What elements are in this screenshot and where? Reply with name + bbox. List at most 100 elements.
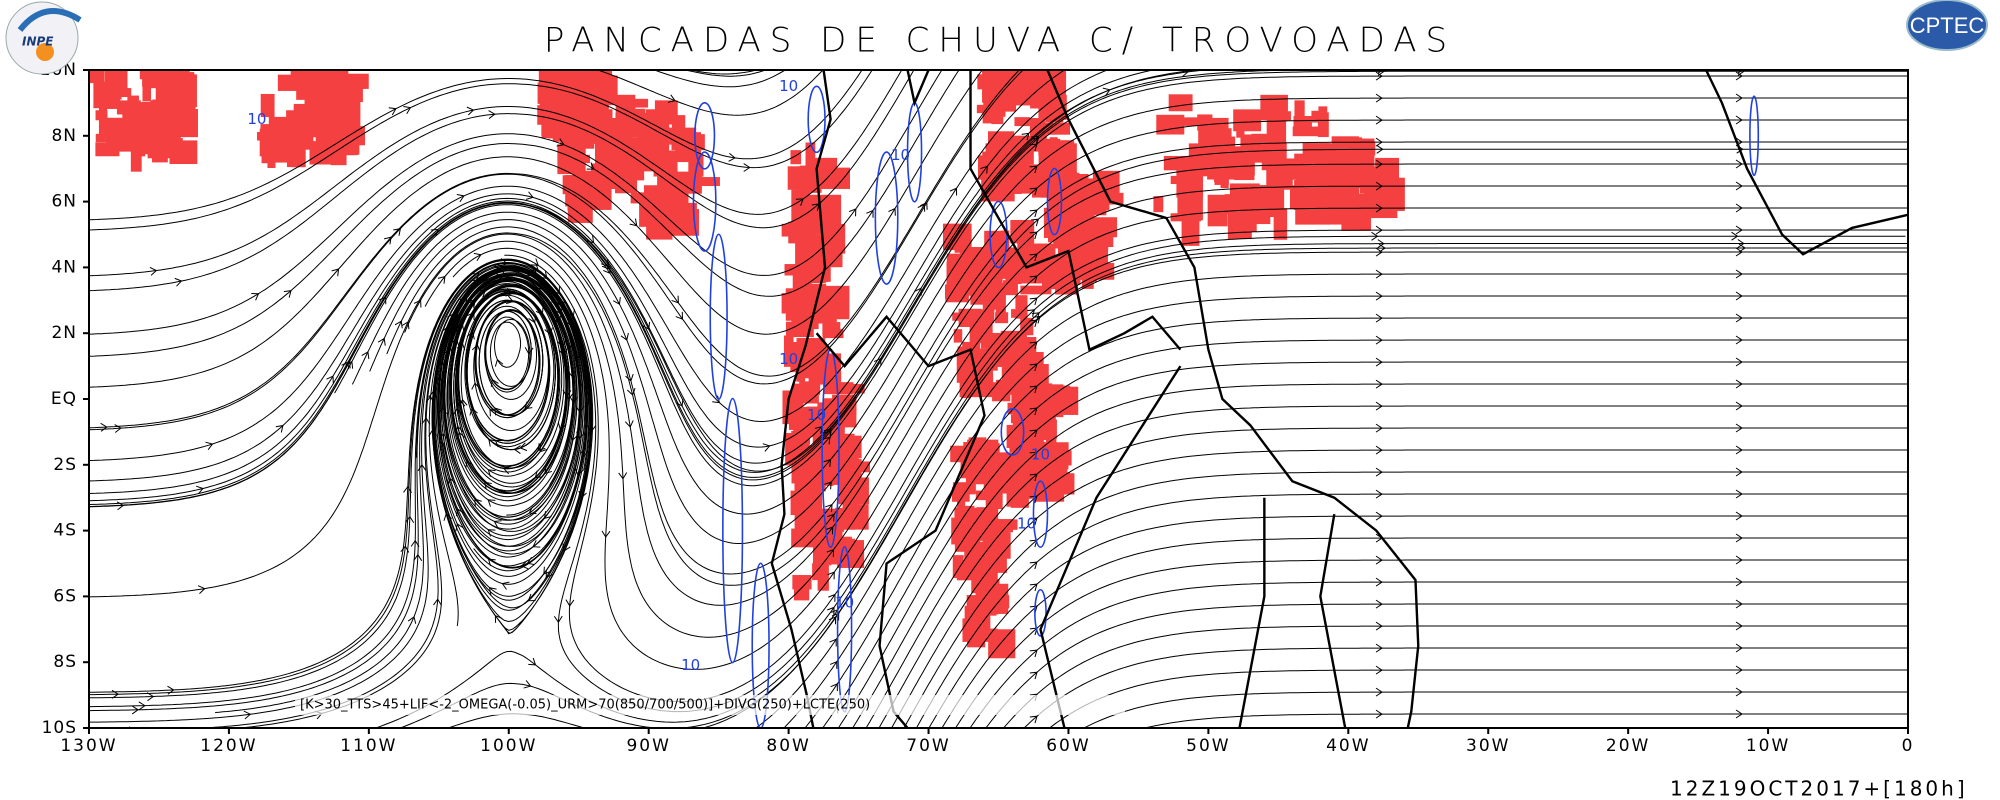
streamline — [1023, 647, 1908, 728]
streamline — [504, 229, 1908, 702]
streamline — [369, 119, 1908, 544]
stream-arrow — [827, 571, 835, 580]
convection-cell — [946, 253, 960, 267]
streamline — [969, 581, 1908, 728]
stream-arrow — [394, 320, 403, 329]
stream-arrow — [625, 373, 634, 382]
convection-cell — [259, 128, 288, 157]
convection-cell — [268, 116, 290, 131]
stream-arrow — [1735, 269, 1743, 279]
y-tick-label: 4N — [51, 257, 77, 277]
contour-label: 10 — [1017, 515, 1036, 533]
stream-arrow — [361, 351, 370, 360]
convection-cell — [805, 142, 816, 173]
omega-contour — [1032, 480, 1049, 548]
stream-arrow — [1029, 297, 1038, 306]
convection-cell — [1294, 100, 1305, 117]
stream-arrow — [490, 378, 499, 387]
stream-arrow — [1102, 87, 1111, 96]
convection-cell — [643, 199, 656, 213]
convection-cell — [686, 177, 720, 187]
contour-label: 10 — [779, 350, 798, 368]
stream-arrow — [1735, 379, 1743, 389]
convection-cell — [985, 564, 998, 587]
stream-arrow — [428, 390, 438, 399]
contour-label: 10 — [835, 593, 854, 611]
stream-arrow — [1377, 70, 1385, 76]
streamline — [822, 339, 1908, 728]
stream-arrow — [1371, 231, 1379, 241]
streamline — [89, 70, 943, 335]
stream-arrow — [525, 191, 534, 200]
convection-cell — [1053, 240, 1085, 249]
convection-cell — [1000, 230, 1010, 261]
convection-cell — [1207, 194, 1228, 227]
stream-arrow — [1375, 467, 1383, 477]
convection-cell — [1309, 189, 1319, 204]
stream-arrow — [1029, 429, 1038, 438]
contour-label: 10 — [807, 406, 826, 424]
convection-cell — [785, 321, 814, 338]
stream-arrow — [917, 203, 926, 212]
stream-arrow — [762, 443, 771, 452]
stream-arrow — [980, 165, 988, 174]
streamline — [915, 493, 1908, 728]
stream-arrow — [1735, 423, 1743, 433]
convection-cell — [584, 182, 612, 210]
streamline — [334, 75, 1908, 487]
convection-cell — [823, 382, 854, 395]
convection-cell — [995, 282, 1006, 315]
stream-arrow — [826, 548, 835, 557]
convection-cell — [790, 150, 802, 165]
stream-arrow — [1029, 671, 1038, 680]
stream-arrow — [552, 286, 560, 295]
stream-arrow — [501, 581, 510, 590]
omega-contour — [694, 102, 716, 170]
convection-cell — [982, 276, 998, 310]
convection-cell — [1014, 117, 1030, 127]
stream-arrow — [196, 485, 204, 495]
convection-cell — [607, 137, 617, 153]
streamline — [852, 383, 1908, 728]
convection-cell — [1000, 330, 1027, 358]
stream-arrow — [1029, 165, 1038, 174]
stream-arrow — [642, 321, 651, 330]
stream-arrow — [251, 293, 260, 301]
stream-arrow — [401, 321, 410, 330]
stream-arrow — [1735, 225, 1743, 235]
convection-cell — [959, 505, 975, 530]
convection-cell — [792, 575, 812, 590]
convection-cell — [1271, 111, 1291, 121]
stream-arrow — [1375, 181, 1383, 191]
convection-cell — [566, 138, 595, 149]
stream-arrow — [1029, 473, 1038, 482]
streamline — [89, 70, 983, 388]
stream-arrow — [728, 152, 736, 162]
convection-cell — [139, 70, 153, 80]
streamline — [596, 70, 824, 116]
stream-arrow — [578, 490, 587, 499]
stream-arrow — [1375, 247, 1383, 257]
stream-arrow — [565, 599, 575, 607]
convection-cell — [804, 508, 836, 541]
stream-arrow — [403, 485, 412, 494]
streamline — [755, 273, 1908, 728]
stream-arrow — [243, 710, 252, 720]
convection-cell — [1005, 272, 1033, 281]
streamline — [89, 70, 863, 221]
convection-cell — [156, 70, 169, 98]
stream-arrow — [612, 296, 621, 306]
convection-cell — [791, 189, 810, 224]
stream-arrow — [1375, 577, 1383, 587]
convection-cell — [985, 143, 1006, 174]
omega-contour — [874, 151, 899, 285]
streamline — [89, 258, 594, 693]
streamline — [928, 515, 1908, 728]
y-tick-label: 6S — [53, 586, 77, 606]
convection-cell — [817, 557, 829, 591]
stream-arrow — [1735, 709, 1743, 719]
convection-cell — [1051, 171, 1077, 191]
convection-cell — [1179, 117, 1209, 126]
streamline — [688, 70, 759, 75]
stream-arrow — [1375, 335, 1383, 345]
